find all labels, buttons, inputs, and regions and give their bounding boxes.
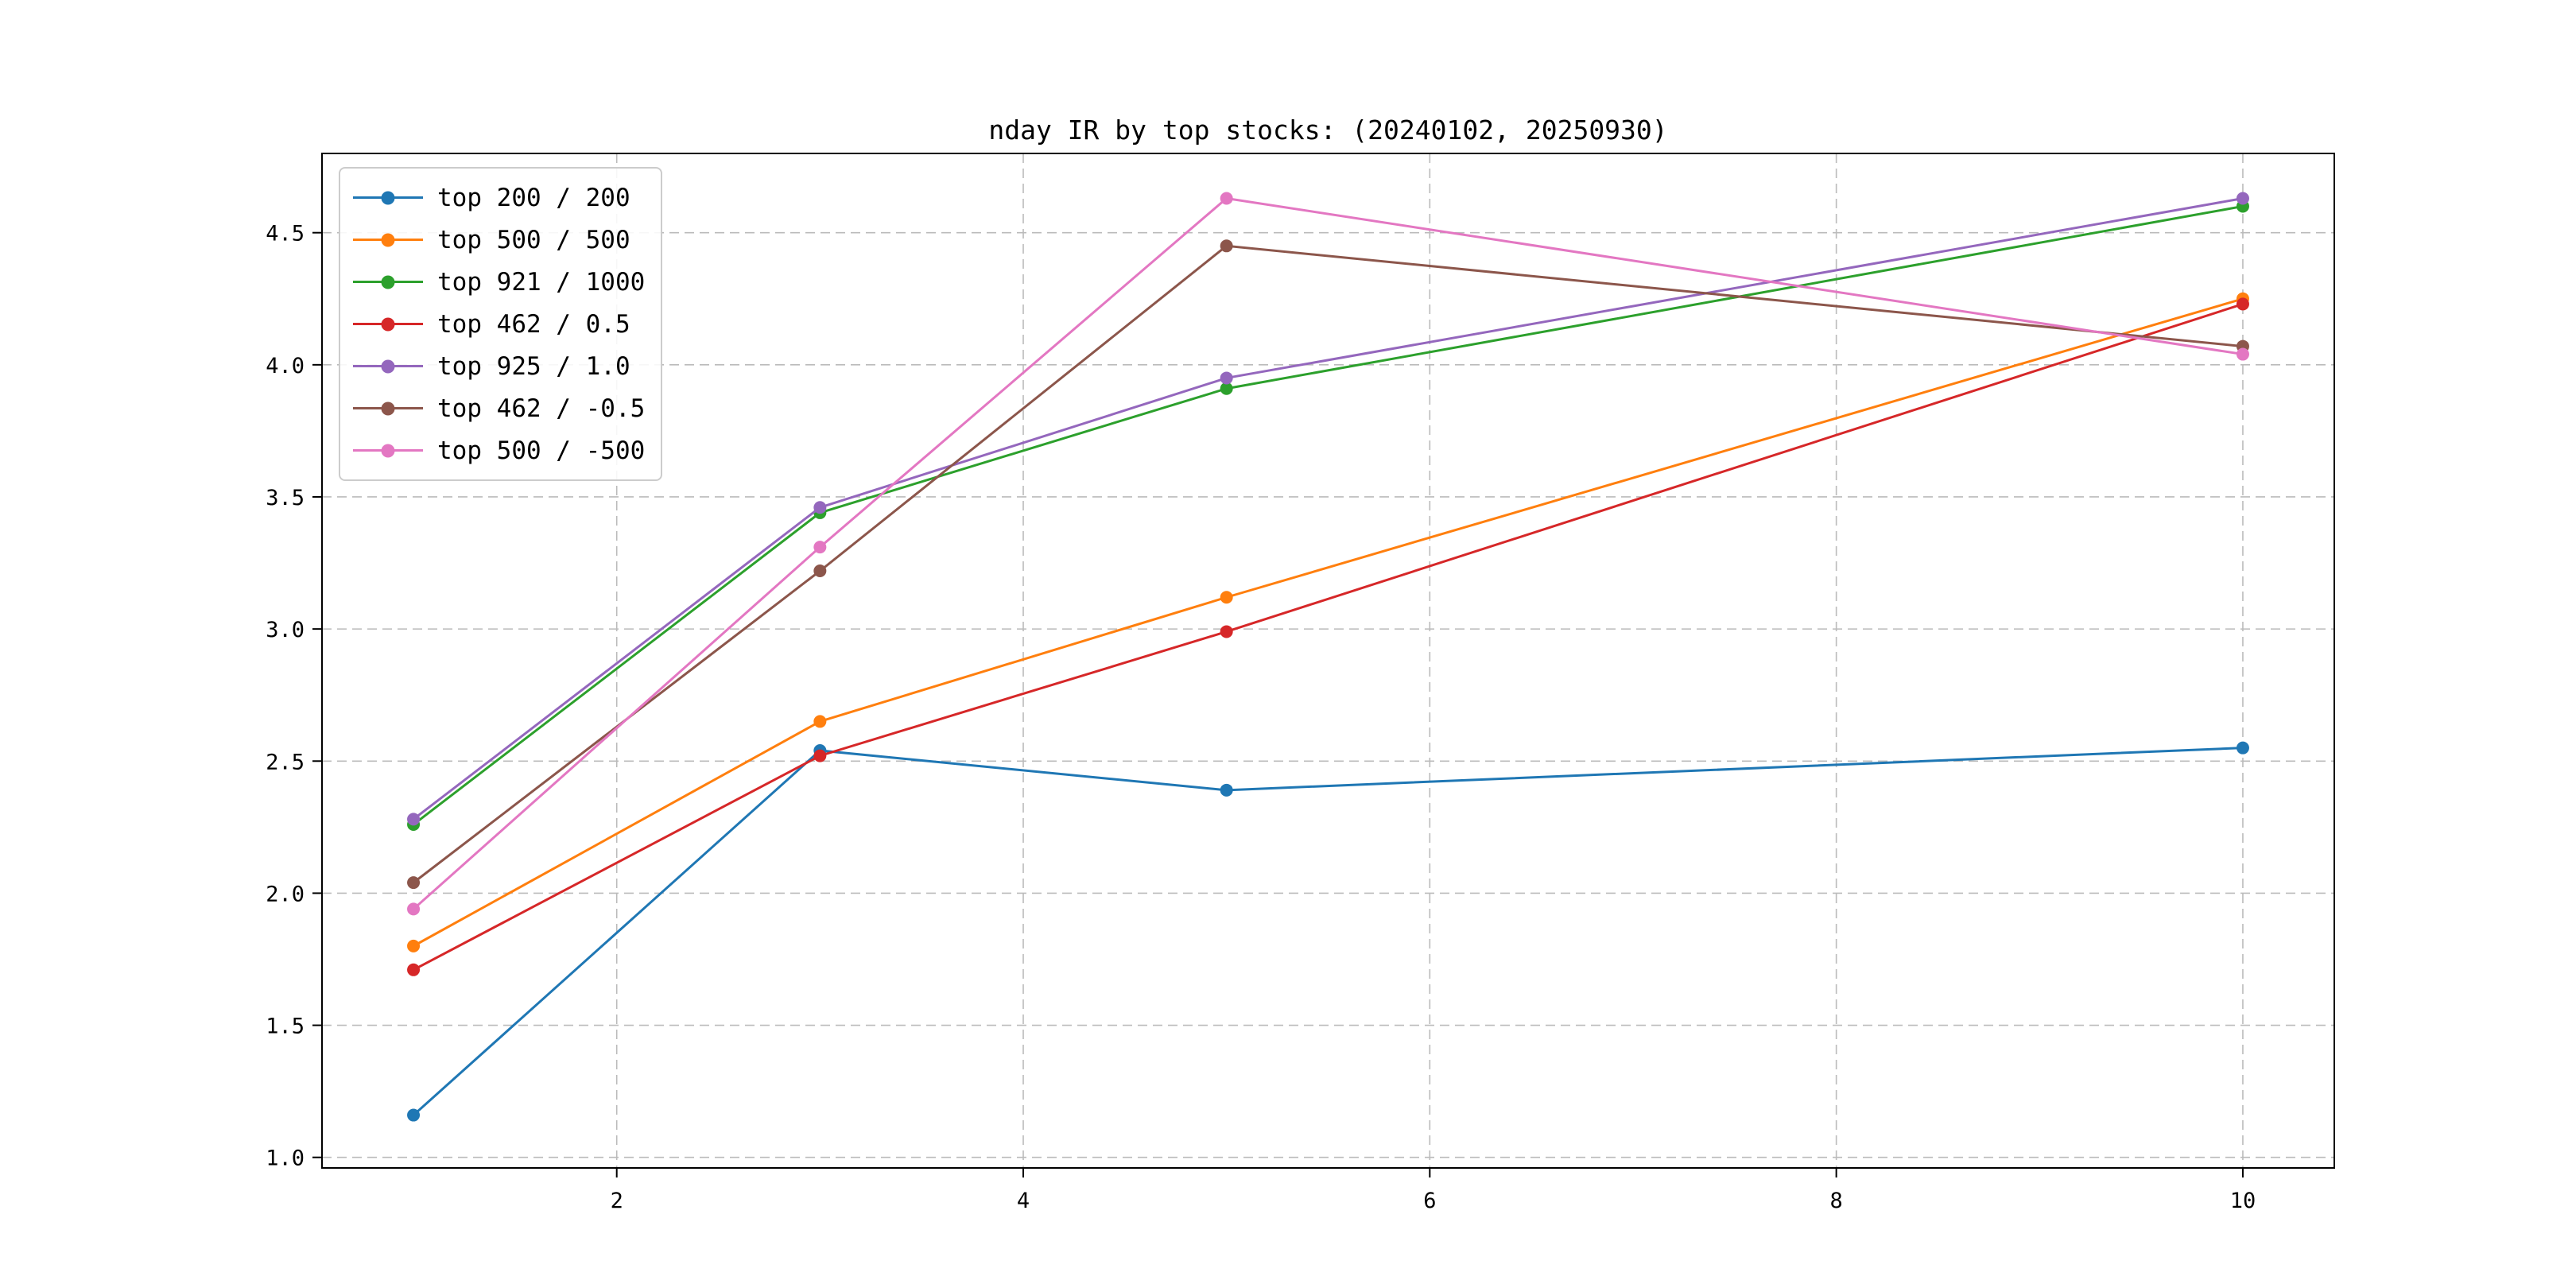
data-point-marker [813,541,827,554]
legend-marker-dot [381,444,395,457]
series-line [413,196,2244,910]
data-point-marker [2236,192,2249,205]
legend-label: top 200 / 200 [437,183,630,212]
data-point-marker [813,564,827,578]
data-point-marker [407,902,421,916]
legend-marker-dot [381,359,395,373]
y-tick-label: 3.0 [266,618,305,642]
x-tick-label: 10 [2230,1189,2256,1213]
legend-line-sample [353,317,423,331]
axes-frame [321,153,2335,1169]
legend-item: top 921 / 1000 [353,261,645,303]
data-point-marker [1220,591,1233,604]
x-tick-label: 4 [1017,1189,1030,1213]
y-tick-label: 1.0 [266,1146,305,1171]
legend-marker-dot [381,191,395,204]
legend-line-sample [353,233,423,246]
data-point-marker [813,501,827,514]
data-point-marker [2236,297,2249,311]
data-point-marker [1220,239,1233,253]
legend-label: top 921 / 1000 [437,267,646,297]
legend-marker-dot [381,233,395,246]
series-line [413,302,2244,972]
legend-label: top 500 / 500 [437,225,630,254]
data-point-marker [1220,625,1233,638]
data-point-marker [1220,192,1233,205]
y-tick-label: 2.0 [266,882,305,906]
series-line [413,747,2244,1116]
legend-item: top 500 / 500 [353,219,645,261]
legend-label: top 462 / 0.5 [437,309,630,339]
legend-item: top 462 / 0.5 [353,303,645,345]
data-point-marker [813,715,827,728]
y-tick-label: 3.5 [266,486,305,510]
y-tick-label: 4.5 [266,222,305,246]
data-point-marker [1220,382,1233,395]
data-point-marker [1220,783,1233,797]
data-point-marker [407,813,421,826]
legend-label: top 925 / 1.0 [437,351,630,381]
x-tick-label: 2 [611,1189,623,1213]
data-point-marker [2236,741,2249,755]
legend-line-sample [353,359,423,373]
data-point-marker [407,963,421,976]
legend-marker-dot [381,275,395,289]
x-tick-label: 6 [1423,1189,1436,1213]
legend-item: top 925 / 1.0 [353,345,645,387]
legend: top 200 / 200 top 500 / 500 top 921 / 1000… [339,167,663,481]
chart-title: nday IR by top stocks: (20240102, 202509… [988,114,1668,145]
y-tick-label: 2.5 [266,750,305,774]
x-tick-label: 8 [1830,1189,1843,1213]
legend-line-sample [353,444,423,457]
legend-label: top 500 / -500 [437,436,646,465]
data-point-marker [407,939,421,952]
legend-marker-dot [381,402,395,415]
series-line [413,204,2244,826]
legend-label: top 462 / -0.5 [437,394,646,423]
data-point-marker [407,876,421,890]
series-line [413,297,2244,948]
legend-item: top 500 / -500 [353,429,645,471]
legend-marker-dot [381,317,395,331]
series-line [413,197,2244,821]
legend-line-sample [353,402,423,415]
y-tick-label: 4.0 [266,354,305,378]
data-point-marker [1220,371,1233,385]
legend-item: top 200 / 200 [353,177,645,219]
data-point-marker [2236,347,2249,361]
data-point-marker [813,749,827,762]
legend-item: top 462 / -0.5 [353,387,645,429]
y-tick-label: 1.5 [266,1014,305,1039]
legend-line-sample [353,275,423,289]
legend-line-sample [353,191,423,204]
data-point-marker [407,1108,421,1122]
